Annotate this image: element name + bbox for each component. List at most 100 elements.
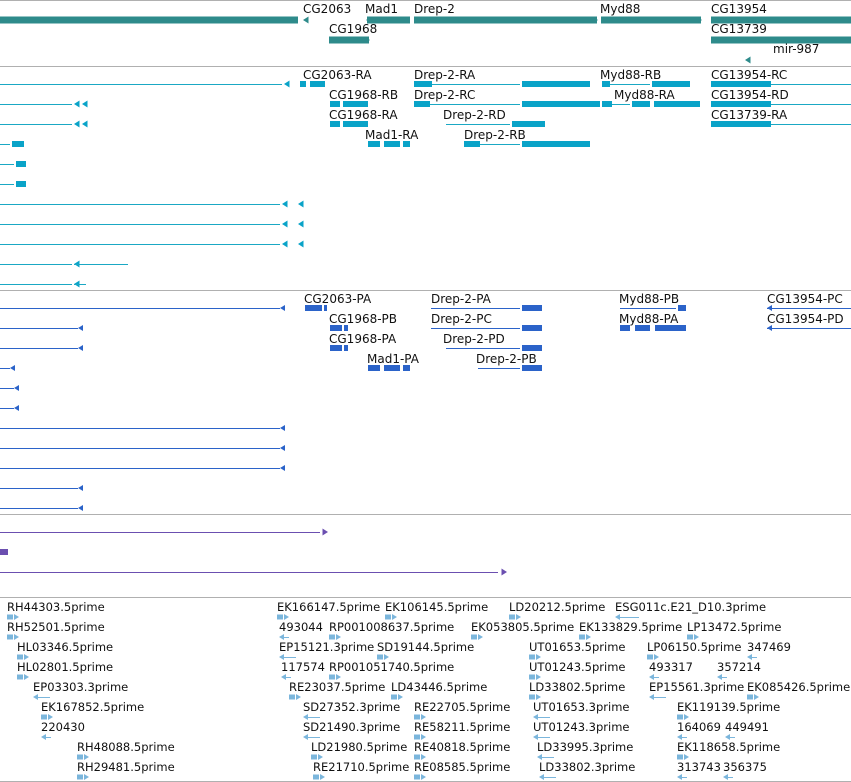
gene-label[interactable]: Drep-2 bbox=[414, 2, 455, 16]
transcript-glyph[interactable] bbox=[368, 141, 410, 147]
est-feature[interactable]: EK119139.5prime bbox=[677, 700, 780, 720]
transcript-glyph[interactable] bbox=[0, 161, 26, 167]
protein-glyph[interactable] bbox=[0, 365, 15, 371]
protein-glyph[interactable] bbox=[620, 325, 686, 331]
est-label[interactable]: 164069 bbox=[677, 720, 721, 734]
est-feature[interactable]: EK133829.5prime bbox=[579, 620, 682, 640]
est-feature[interactable]: RE22705.5prime bbox=[414, 700, 510, 720]
protein-label[interactable]: CG1968-PA bbox=[329, 332, 397, 346]
est-label[interactable]: RE23037.5prime bbox=[289, 680, 385, 694]
est-label[interactable]: 117574 bbox=[281, 660, 325, 674]
protein-glyph[interactable] bbox=[0, 345, 83, 351]
est-feature[interactable]: UT01653.3prime bbox=[533, 700, 630, 720]
est-label[interactable]: 356375 bbox=[723, 760, 767, 774]
est-label[interactable]: RH29481.5prime bbox=[77, 760, 175, 774]
protein-glyph[interactable] bbox=[0, 465, 285, 471]
protein-glyph[interactable] bbox=[0, 305, 285, 311]
feature-glyph[interactable] bbox=[0, 568, 507, 576]
feature-glyph[interactable] bbox=[0, 549, 8, 555]
est-feature[interactable]: 347469 bbox=[747, 640, 791, 660]
gene-label[interactable]: CG13954 bbox=[711, 2, 767, 16]
est-label[interactable]: UT01243.3prime bbox=[533, 720, 630, 734]
est-feature[interactable]: RH44303.5prime bbox=[7, 600, 105, 620]
est-feature[interactable]: EP15121.3prime bbox=[279, 640, 374, 660]
est-feature[interactable]: UT01653.5prime bbox=[529, 640, 626, 660]
est-feature[interactable]: 117574 bbox=[281, 660, 325, 680]
est-label[interactable]: SD27352.3prime bbox=[303, 700, 400, 714]
est-feature[interactable]: SD21490.3prime bbox=[303, 720, 400, 740]
est-label[interactable]: LD20212.5prime bbox=[509, 600, 605, 614]
est-label[interactable]: RH44303.5prime bbox=[7, 600, 105, 614]
est-feature[interactable]: RP001051740.5prime bbox=[329, 660, 454, 680]
est-label[interactable]: EP15561.3prime bbox=[649, 680, 744, 694]
est-label[interactable]: 357214 bbox=[717, 660, 761, 674]
protein-glyph[interactable] bbox=[431, 325, 542, 331]
est-label[interactable]: ESG011c.E21_D10.3prime bbox=[615, 600, 766, 614]
est-feature[interactable]: EK085426.5prime bbox=[747, 680, 850, 700]
transcript-label[interactable]: CG1968-RB bbox=[329, 88, 398, 102]
protein-glyph[interactable] bbox=[0, 425, 285, 431]
est-label[interactable]: 493044 bbox=[279, 620, 323, 634]
protein-glyph[interactable] bbox=[305, 305, 327, 311]
est-feature[interactable]: LD20212.5prime bbox=[509, 600, 605, 620]
est-feature[interactable]: EP03303.3prime bbox=[33, 680, 128, 700]
est-track[interactable]: RH44303.5prime EK166147.5prime EK106145.5p… bbox=[7, 600, 850, 780]
est-label[interactable]: 449491 bbox=[725, 720, 769, 734]
gene-label[interactable]: Mad1 bbox=[365, 2, 398, 16]
transcript-label[interactable]: Drep-2-RD bbox=[443, 108, 506, 122]
transcript-label[interactable]: Drep-2-RB bbox=[464, 128, 526, 142]
protein-label[interactable]: Mad1-PA bbox=[367, 352, 420, 366]
est-label[interactable]: RE40818.5prime bbox=[414, 740, 510, 754]
est-label[interactable]: LD43446.5prime bbox=[391, 680, 487, 694]
protein-glyph[interactable] bbox=[0, 405, 19, 411]
protein-label[interactable]: Drep-2-PD bbox=[443, 332, 505, 346]
est-label[interactable]: HL02801.5prime bbox=[17, 660, 113, 674]
est-label[interactable]: RH52501.5prime bbox=[7, 620, 105, 634]
est-label[interactable]: EK133829.5prime bbox=[579, 620, 682, 634]
est-label[interactable]: LD33802.5prime bbox=[529, 680, 625, 694]
transcript-label[interactable]: CG13954-RD bbox=[711, 88, 789, 102]
est-label[interactable]: UT01243.5prime bbox=[529, 660, 626, 674]
est-label[interactable]: EK106145.5prime bbox=[385, 600, 488, 614]
transcript-label[interactable]: Myd88-RA bbox=[614, 88, 676, 102]
transcript-glyph[interactable] bbox=[0, 120, 88, 128]
est-label[interactable]: EK118658.5prime bbox=[677, 740, 780, 754]
transcript-glyph[interactable] bbox=[602, 81, 690, 87]
est-label[interactable]: RE08585.5prime bbox=[414, 760, 510, 774]
transcript-glyph[interactable] bbox=[0, 240, 304, 248]
transcript-label[interactable]: CG13954-RC bbox=[711, 68, 787, 82]
est-feature[interactable]: 357214 bbox=[717, 660, 761, 680]
gene-label[interactable]: CG13739 bbox=[711, 22, 767, 36]
transcript-label[interactable]: CG1968-RA bbox=[329, 108, 398, 122]
est-label[interactable]: EK166147.5prime bbox=[277, 600, 380, 614]
est-feature[interactable]: LD33802.5prime bbox=[529, 680, 625, 700]
est-label[interactable]: SD21490.3prime bbox=[303, 720, 400, 734]
feature-glyph[interactable] bbox=[0, 528, 328, 536]
transcript-glyph[interactable] bbox=[446, 121, 545, 127]
transcript-glyph[interactable] bbox=[602, 101, 700, 107]
protein-label[interactable]: Drep-2-PB bbox=[476, 352, 537, 366]
gene-label[interactable]: mir-987 bbox=[773, 42, 819, 56]
protein-label[interactable]: Myd88-PB bbox=[619, 292, 679, 306]
transcript-glyph[interactable] bbox=[0, 141, 24, 147]
gene-track[interactable]: CG2063 Mad1 Drep-2 Myd88 CG13954 CG1968 CG1373… bbox=[0, 2, 851, 64]
protein-label[interactable]: Myd88-PA bbox=[619, 312, 679, 326]
gene-label[interactable]: CG1968 bbox=[329, 22, 377, 36]
protein-label[interactable]: CG1968-PB bbox=[329, 312, 397, 326]
gene-feature[interactable]: CG1968 bbox=[329, 22, 377, 44]
est-feature[interactable]: 449491 bbox=[725, 720, 769, 740]
est-label[interactable]: RP001008637.5prime bbox=[329, 620, 454, 634]
est-label[interactable]: EP15121.3prime bbox=[279, 640, 374, 654]
transcript-glyph[interactable] bbox=[464, 141, 590, 147]
transcript-label[interactable]: CG13739-RA bbox=[711, 108, 788, 122]
gene-feature[interactable]: Myd88 bbox=[600, 2, 702, 24]
protein-glyph[interactable] bbox=[478, 365, 542, 371]
transcript-glyph[interactable] bbox=[330, 121, 368, 127]
protein-glyph[interactable] bbox=[767, 305, 851, 311]
est-label[interactable]: RP001051740.5prime bbox=[329, 660, 454, 674]
est-label[interactable]: EK167852.5prime bbox=[41, 700, 144, 714]
transcript-glyph[interactable] bbox=[0, 200, 304, 208]
protein-label[interactable]: CG2063-PA bbox=[304, 292, 372, 306]
protein-glyph[interactable] bbox=[368, 365, 410, 371]
transcript-glyph[interactable] bbox=[711, 101, 851, 107]
